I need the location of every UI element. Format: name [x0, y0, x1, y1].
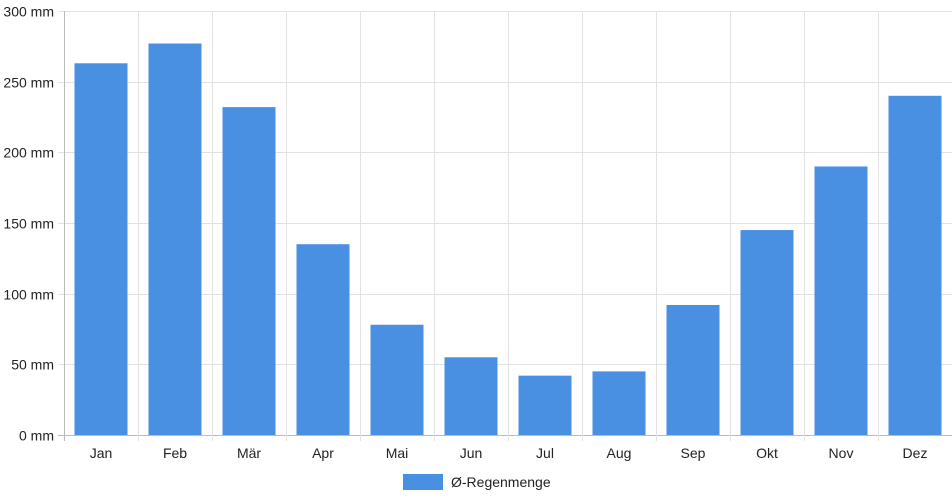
- bar[interactable]: [370, 324, 424, 435]
- bar[interactable]: [444, 357, 498, 435]
- x-tick-label: Okt: [756, 445, 778, 461]
- bar[interactable]: [74, 63, 128, 435]
- bar[interactable]: [666, 304, 720, 435]
- x-tick-label: Jul: [536, 445, 554, 461]
- label-layer: 0 mm 50 mm 100 mm 150 mm 200 mm 250 mm 300 mm J…: [3, 4, 927, 462]
- x-tick-label: Apr: [312, 445, 334, 461]
- y-tick-label: 100 mm: [3, 287, 54, 303]
- x-tick-label: Jun: [460, 445, 483, 461]
- x-tick-label: Jan: [90, 445, 113, 461]
- legend[interactable]: Ø-Regenmenge: [403, 473, 551, 491]
- bar[interactable]: [814, 166, 868, 435]
- grid-layer: [58, 11, 952, 441]
- bar[interactable]: [222, 107, 276, 436]
- bar[interactable]: [518, 375, 572, 435]
- x-tick-label: Feb: [163, 445, 187, 461]
- x-tick-label: Aug: [607, 445, 632, 461]
- bar[interactable]: [148, 43, 202, 436]
- y-tick-label: 250 mm: [3, 75, 54, 91]
- y-tick-label: 0 mm: [19, 428, 54, 444]
- x-tick-label: Mai: [386, 445, 409, 461]
- legend-swatch: [403, 474, 443, 490]
- legend-label: Ø-Regenmenge: [451, 474, 551, 490]
- y-tick-label: 300 mm: [3, 4, 54, 20]
- bar[interactable]: [888, 95, 942, 436]
- x-tick-label: Nov: [829, 445, 854, 461]
- x-tick-label: Mär: [237, 445, 261, 461]
- y-tick-label: 150 mm: [3, 216, 54, 232]
- y-tick-label: 50 mm: [11, 357, 54, 373]
- y-tick-label: 200 mm: [3, 145, 54, 161]
- chart-svg: 0 mm 50 mm 100 mm 150 mm 200 mm 250 mm 300 mm J…: [3, 4, 952, 462]
- bar[interactable]: [296, 244, 350, 435]
- bar-layer: [74, 43, 942, 436]
- bar[interactable]: [592, 371, 646, 435]
- x-tick-label: Sep: [681, 445, 706, 461]
- x-tick-label: Dez: [903, 445, 928, 461]
- bar[interactable]: [740, 230, 794, 435]
